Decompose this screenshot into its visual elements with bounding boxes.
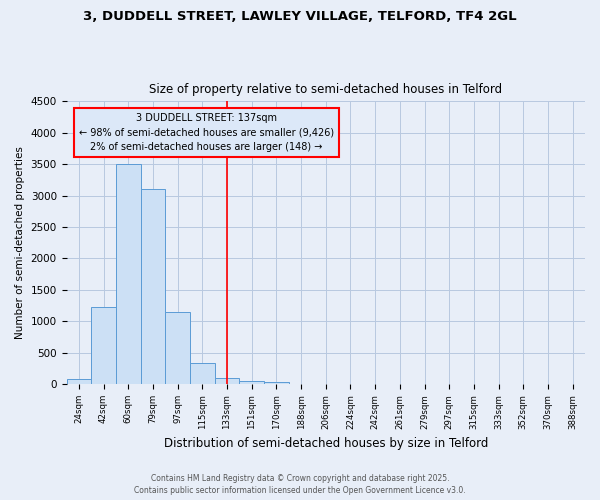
Text: 3 DUDDELL STREET: 137sqm
← 98% of semi-detached houses are smaller (9,426)
2% of: 3 DUDDELL STREET: 137sqm ← 98% of semi-d… bbox=[79, 112, 334, 152]
Bar bbox=[116, 164, 140, 384]
Bar bbox=[140, 190, 165, 384]
X-axis label: Distribution of semi-detached houses by size in Telford: Distribution of semi-detached houses by … bbox=[164, 437, 488, 450]
Title: Size of property relative to semi-detached houses in Telford: Size of property relative to semi-detach… bbox=[149, 83, 502, 96]
Bar bbox=[165, 312, 190, 384]
Bar bbox=[215, 378, 239, 384]
Bar bbox=[91, 308, 116, 384]
Bar bbox=[190, 362, 215, 384]
Bar bbox=[67, 379, 91, 384]
Bar bbox=[264, 382, 289, 384]
Y-axis label: Number of semi-detached properties: Number of semi-detached properties bbox=[15, 146, 25, 339]
Text: Contains HM Land Registry data © Crown copyright and database right 2025.
Contai: Contains HM Land Registry data © Crown c… bbox=[134, 474, 466, 495]
Text: 3, DUDDELL STREET, LAWLEY VILLAGE, TELFORD, TF4 2GL: 3, DUDDELL STREET, LAWLEY VILLAGE, TELFO… bbox=[83, 10, 517, 23]
Bar bbox=[239, 380, 264, 384]
